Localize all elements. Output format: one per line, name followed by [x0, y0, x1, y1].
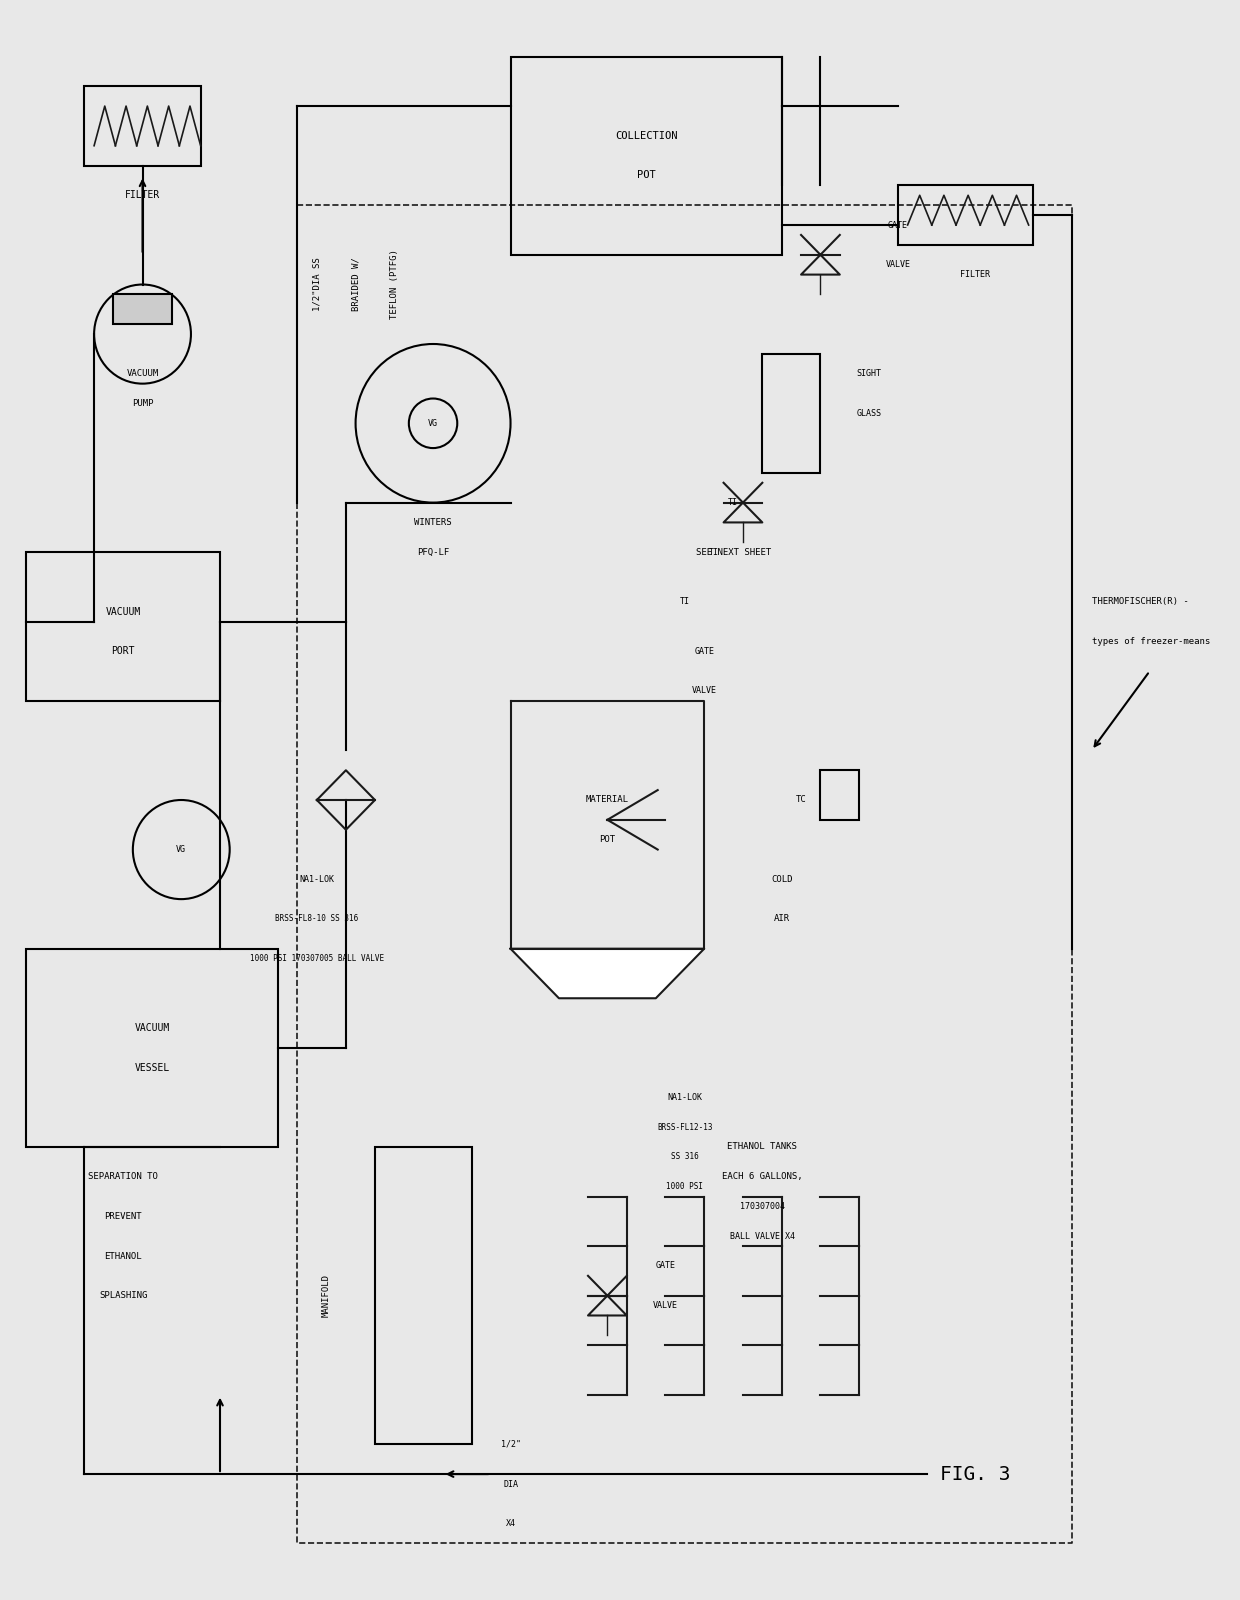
Text: PORT: PORT — [112, 646, 135, 656]
Text: VG: VG — [428, 419, 438, 427]
Text: AIR: AIR — [774, 915, 790, 923]
Text: ETHANOL TANKS: ETHANOL TANKS — [728, 1142, 797, 1152]
Text: SEPARATION TO: SEPARATION TO — [88, 1173, 157, 1181]
Text: ETHANOL: ETHANOL — [104, 1251, 141, 1261]
Text: SS 316: SS 316 — [671, 1152, 698, 1162]
Text: 1/2": 1/2" — [501, 1440, 521, 1450]
Text: SEE NEXT SHEET: SEE NEXT SHEET — [696, 547, 771, 557]
Bar — [821, 770, 859, 819]
Bar — [114, 294, 171, 325]
Text: X4: X4 — [506, 1518, 516, 1528]
Text: MATERIAL: MATERIAL — [585, 795, 629, 805]
Text: COLLECTION: COLLECTION — [615, 131, 677, 141]
Text: GATE: GATE — [656, 1261, 676, 1270]
Text: MANIFOLD: MANIFOLD — [322, 1274, 331, 1317]
Text: POT: POT — [599, 835, 615, 845]
Text: FIG. 3: FIG. 3 — [940, 1464, 1011, 1483]
Text: FILTER: FILTER — [961, 270, 991, 278]
Text: TI: TI — [709, 547, 719, 557]
Text: BRSS-FL8-10 SS 316: BRSS-FL8-10 SS 316 — [275, 915, 358, 923]
Text: EACH 6 GALLONS,: EACH 6 GALLONS, — [722, 1173, 802, 1181]
Bar — [26, 552, 219, 701]
Text: TC: TC — [796, 795, 806, 805]
Text: NA1-LOK: NA1-LOK — [299, 875, 335, 883]
Text: GATE: GATE — [694, 646, 714, 656]
Text: VALVE: VALVE — [885, 261, 910, 269]
Text: VACUUM: VACUUM — [105, 606, 141, 616]
Bar — [511, 56, 781, 254]
Text: VG: VG — [176, 845, 186, 854]
Text: GATE: GATE — [888, 221, 908, 229]
Bar — [763, 354, 821, 474]
Text: SPLASHING: SPLASHING — [99, 1291, 148, 1301]
Text: 1000 PSI 170307005 BALL VALVE: 1000 PSI 170307005 BALL VALVE — [249, 954, 384, 963]
Bar — [374, 1147, 471, 1445]
Text: TEFLON (PTFG): TEFLON (PTFG) — [389, 250, 399, 320]
Text: COLD: COLD — [771, 875, 792, 883]
Polygon shape — [511, 949, 704, 998]
Text: THERMOFISCHER(R) -: THERMOFISCHER(R) - — [1091, 597, 1188, 606]
Bar — [26, 949, 278, 1147]
Text: NA1-LOK: NA1-LOK — [667, 1093, 702, 1102]
Text: BALL VALVE X4: BALL VALVE X4 — [730, 1232, 795, 1240]
Text: PREVENT: PREVENT — [104, 1211, 141, 1221]
Text: VESSEL: VESSEL — [135, 1062, 170, 1072]
Bar — [84, 86, 201, 165]
Text: TI: TI — [680, 597, 689, 606]
Text: SIGHT: SIGHT — [857, 370, 882, 378]
Text: PUMP: PUMP — [131, 398, 154, 408]
Text: VACUUM: VACUUM — [135, 1022, 170, 1034]
Text: VALVE: VALVE — [653, 1301, 678, 1310]
Text: 1000 PSI: 1000 PSI — [666, 1182, 703, 1190]
Text: VACUUM: VACUUM — [126, 370, 159, 378]
Text: types of freezer-means: types of freezer-means — [1091, 637, 1210, 646]
Text: 170307004: 170307004 — [740, 1202, 785, 1211]
Text: DIA: DIA — [503, 1480, 518, 1488]
Bar — [898, 186, 1033, 245]
Text: GLASS: GLASS — [857, 410, 882, 418]
Text: BRSS-FL12-13: BRSS-FL12-13 — [657, 1123, 713, 1131]
Text: FILTER: FILTER — [125, 190, 160, 200]
Text: TI: TI — [728, 498, 738, 507]
Text: WINTERS: WINTERS — [414, 518, 451, 526]
Text: 1/2"DIA SS: 1/2"DIA SS — [312, 258, 321, 312]
Text: BRAIDED W/: BRAIDED W/ — [351, 258, 360, 312]
Text: POT: POT — [636, 171, 656, 181]
Text: VALVE: VALVE — [692, 686, 717, 696]
Text: PFQ-LF: PFQ-LF — [417, 547, 449, 557]
